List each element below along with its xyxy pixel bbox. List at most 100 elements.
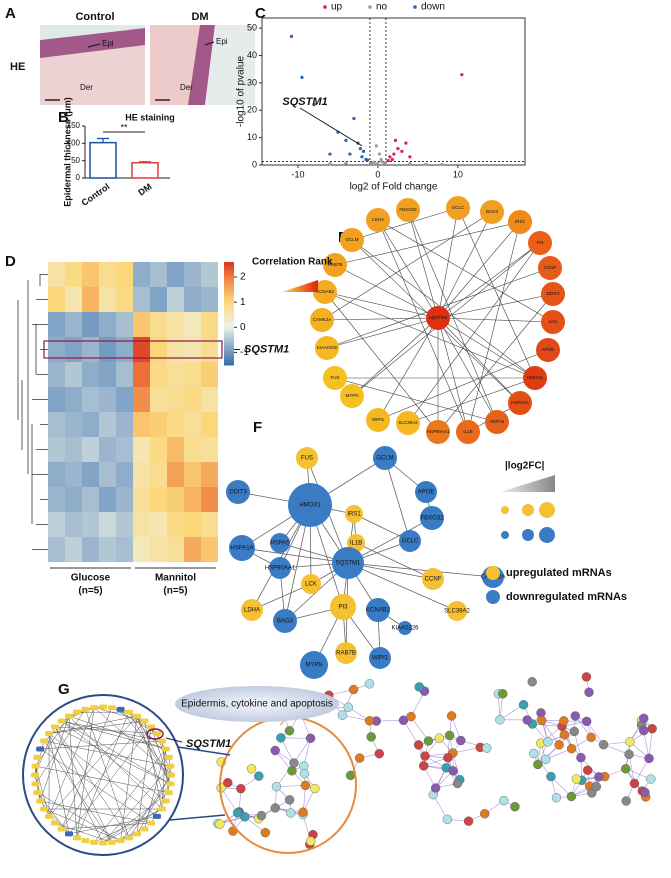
gene-node — [166, 763, 175, 769]
epi-label: Epi — [102, 39, 114, 48]
node-label: FBXO32 — [399, 207, 417, 212]
term-node — [566, 743, 577, 754]
network-edge — [347, 562, 494, 578]
term-node — [364, 679, 375, 689]
term-node — [354, 753, 365, 763]
colorbar-step — [224, 310, 234, 314]
gene-edge — [48, 733, 70, 834]
heatmap-cell — [82, 537, 99, 562]
gene-edge — [40, 748, 152, 824]
point — [374, 144, 378, 148]
term-node — [284, 726, 295, 736]
gene-edge — [54, 822, 112, 843]
term-node — [423, 736, 434, 746]
gene-edge — [93, 748, 167, 843]
point — [386, 159, 390, 163]
heatmap-cell — [116, 437, 133, 462]
gene-node — [72, 709, 81, 715]
gene-node — [31, 772, 39, 778]
heatmap-cell — [201, 262, 218, 287]
heatmap-cell — [116, 337, 133, 362]
network-node — [269, 557, 291, 579]
term-edge — [410, 691, 425, 717]
heatmap-cell — [116, 362, 133, 387]
size-legend-wedge — [500, 475, 555, 492]
colorbar-step — [224, 282, 234, 286]
colorbar-step — [224, 308, 234, 312]
chart-title: HE staining — [125, 112, 175, 122]
node-label: KIAA0226 — [391, 626, 419, 632]
colorbar-step — [224, 303, 234, 307]
heatmap-cell — [82, 512, 99, 537]
colorbar-step — [224, 305, 234, 309]
gene-node — [45, 731, 54, 737]
node-label: DDIT3 — [546, 291, 559, 296]
gene-node — [81, 706, 90, 712]
node-label: LDHA — [244, 608, 260, 614]
node-label: FUS — [301, 456, 313, 462]
colorbar-step — [224, 277, 234, 281]
heatmap-cell — [65, 387, 82, 412]
gene-edge — [68, 726, 152, 835]
term-node — [305, 733, 316, 743]
node-label: LCK — [305, 582, 317, 588]
heatmap-cell — [99, 437, 116, 462]
gene-node — [65, 831, 73, 837]
heatmap-cell — [48, 412, 65, 437]
legend-label: up — [331, 2, 343, 13]
network-node — [373, 446, 397, 470]
gene-node — [152, 813, 161, 819]
point — [400, 149, 404, 153]
node-label: KIAA0226 — [317, 345, 338, 350]
heatmap-cell — [150, 287, 167, 312]
network-node — [366, 208, 390, 232]
colorbar-step — [224, 300, 234, 304]
heatmap-cell — [133, 362, 150, 387]
heatmap-cell — [133, 312, 150, 337]
network-edge — [437, 207, 459, 319]
heatmap-cell — [65, 362, 82, 387]
y-tick-label: 50 — [71, 156, 80, 165]
node-label: RAB7B — [328, 262, 343, 267]
network-node — [422, 568, 444, 590]
colorbar-step — [224, 331, 234, 335]
node-label: SLC39A2 — [398, 420, 418, 425]
colorbar-step — [224, 336, 234, 340]
gene-node — [40, 806, 49, 812]
y-tick-label: 0 — [252, 159, 257, 169]
network-edge — [334, 221, 521, 266]
term-edge — [634, 758, 650, 784]
heatmap-cell — [184, 537, 201, 562]
gene-node — [167, 772, 175, 778]
gene-edge — [61, 720, 162, 742]
node-label: GCLM — [345, 237, 358, 242]
gene-node — [50, 820, 59, 826]
network-edge — [377, 219, 554, 323]
term-node — [215, 819, 225, 829]
colorbar-step — [224, 339, 234, 343]
gene-node — [99, 840, 107, 846]
term-node — [444, 730, 455, 741]
point — [358, 146, 362, 151]
node-label: GCLM — [376, 456, 393, 462]
heatmap-cell — [116, 262, 133, 287]
legend-marker — [486, 566, 500, 580]
term-node — [271, 781, 282, 792]
annotation: SQSTM1 — [282, 96, 327, 108]
term-node — [644, 753, 654, 764]
network-node — [415, 481, 437, 503]
network-edge — [437, 242, 541, 319]
term-node — [456, 735, 466, 746]
heatmap-cell — [82, 362, 99, 387]
heatmap-cell — [65, 262, 82, 287]
network-edge — [377, 349, 549, 421]
term-node — [581, 672, 592, 682]
term-node — [586, 732, 596, 743]
network-node — [226, 480, 250, 504]
gene-node — [161, 746, 170, 752]
heatmap-cell — [167, 537, 184, 562]
gene-node — [65, 713, 73, 719]
heatmap-cell — [99, 512, 116, 537]
point — [408, 162, 412, 166]
heatmap-cell — [184, 437, 201, 462]
